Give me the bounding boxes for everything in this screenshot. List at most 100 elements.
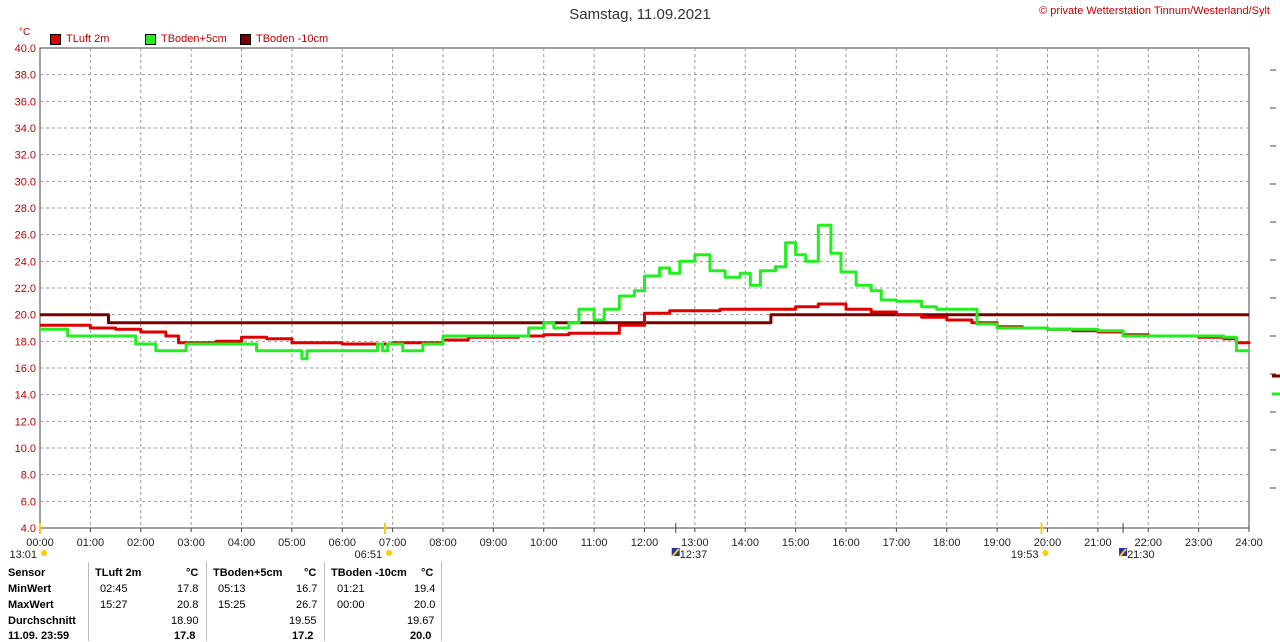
x-tick-label: 11:00: [581, 537, 608, 549]
x-tick-label: 07:00: [379, 537, 407, 549]
series-line-1: [40, 223, 1249, 361]
y-tick-label: 30.0: [15, 176, 36, 188]
x-tick-label: 14:00: [731, 537, 759, 549]
moon-icon-glyph: [671, 548, 680, 557]
x-tick-label: 08:00: [429, 537, 457, 549]
event-time-label: 13:01: [9, 549, 37, 560]
stats-cell: 00:00: [337, 599, 365, 611]
y-tick-label: 34.0: [15, 123, 36, 135]
legend-label-tluft: TLuft 2m: [66, 33, 110, 45]
x-tick-label: 05:00: [278, 537, 306, 549]
stats-cell: 15:27: [100, 599, 128, 611]
x-tick-label: 15:00: [782, 537, 810, 549]
stats-row-label: MaxWert: [8, 599, 54, 611]
stats-cell: 17.8: [177, 583, 199, 595]
legend-label-tboden5: TBoden+5cm: [161, 33, 227, 45]
moon-icon-glyph: [1119, 548, 1127, 557]
sun-icon: [41, 550, 47, 556]
x-tick-label: 00:00: [26, 537, 54, 549]
temperature-chart: 4.0 6.0 8.0 10.0 12.0 14.0 16.0 18.0 20.0 22.0 24.…: [9, 43, 1280, 560]
y-tick-label: 28.0: [15, 203, 36, 215]
x-tick-label: 02:00: [127, 537, 155, 549]
stats-header-tluft: TLuft 2m: [95, 567, 142, 579]
y-axis-unit: °C: [19, 27, 31, 38]
x-tick-label: 19:00: [983, 537, 1011, 549]
stats-header-unit: °C: [304, 567, 317, 579]
stats-cell: 18.90: [171, 615, 199, 627]
y-tick-label: 22.0: [15, 283, 36, 295]
y-tick-label: 38.0: [15, 70, 36, 82]
x-tick-label: 06:00: [328, 537, 356, 549]
y-tick-label: 14.0: [15, 390, 36, 402]
event-time-label: 06:51: [355, 549, 383, 560]
stats-row-label: MinWert: [8, 583, 52, 595]
y-tick-label: 16.0: [15, 363, 36, 375]
event-time-label: 21:30: [1127, 549, 1155, 560]
x-tick-label: 21:00: [1084, 537, 1112, 549]
y-tick-label: 4.0: [21, 523, 36, 535]
y-tick-label: 6.0: [21, 496, 36, 508]
stats-cell: 20.0: [410, 630, 432, 642]
stats-header-tboden5: TBoden+5cm: [213, 567, 283, 579]
event-time-label: 12:37: [680, 549, 708, 560]
stats-cell: 17.8: [174, 630, 196, 642]
page-title: Samstag, 11.09.2021: [569, 6, 711, 23]
stats-header-unit: °C: [186, 567, 199, 579]
y-tick-label: 32.0: [15, 150, 36, 162]
legend-item-tboden5: TBoden+5cm: [145, 33, 227, 45]
x-tick-label: 16:00: [832, 537, 860, 549]
stats-divider: [206, 562, 207, 641]
x-tick-label: 24:00: [1235, 537, 1263, 549]
event-time-label: 19:53: [1011, 549, 1039, 560]
x-tick-label: 13:00: [681, 537, 709, 549]
y-tick-label: 40.0: [15, 43, 36, 55]
x-tick-label: 23:00: [1185, 537, 1213, 549]
y-tick-label: 18.0: [15, 336, 36, 348]
sun-icon: [386, 550, 393, 556]
x-tick-label: 09:00: [480, 537, 508, 549]
x-tick-label: 18:00: [933, 537, 961, 549]
stats-cell: 20.8: [177, 599, 199, 611]
y-tick-label: 24.0: [15, 256, 36, 268]
stats-cell: 19.55: [289, 615, 317, 627]
stats-divider: [88, 562, 89, 641]
y-tick-label: 20.0: [15, 310, 36, 322]
stats-cell: 20.0: [414, 599, 436, 611]
y-tick-label: 8.0: [21, 470, 36, 482]
legend-swatch-tboden10: [240, 33, 251, 45]
x-tick-label: 03:00: [177, 537, 205, 549]
stats-cell: 26.7: [296, 599, 318, 611]
x-tick-label: 04:00: [228, 537, 256, 549]
stats-cell: 17.2: [292, 630, 314, 642]
stats-header-tboden10: TBoden -10cm: [331, 567, 407, 579]
stats-divider: [324, 562, 325, 641]
x-tick-label: 10:00: [530, 537, 558, 549]
y-tick-label: 10.0: [15, 443, 36, 455]
legend-label-tboden10: TBoden -10cm: [256, 33, 329, 45]
stats-header-unit: °C: [421, 567, 434, 579]
legend-item-tluft: TLuft 2m: [50, 33, 109, 45]
stats-cell: 19.4: [414, 583, 436, 595]
x-tick-label: 12:00: [631, 537, 659, 549]
legend-swatch-tboden5: [145, 33, 156, 45]
y-tick-label: 12.0: [15, 416, 36, 428]
stats-cell: 05:13: [218, 583, 246, 595]
stats-cell: 15:25: [218, 599, 246, 611]
x-tick-label: 01:00: [77, 537, 105, 549]
stats-row-label: Durchschnitt: [8, 615, 76, 627]
series-line-2: [40, 313, 1249, 325]
x-tick-label: 22:00: [1134, 537, 1162, 549]
stats-row-label: 11.09. 23:59: [8, 630, 70, 642]
stats-cell: 19.67: [407, 615, 435, 627]
x-tick-label: 17:00: [883, 537, 911, 549]
legend-item-tboden10: TBoden -10cm: [240, 33, 328, 45]
x-tick-label: 20:00: [1034, 537, 1062, 549]
y-tick-label: 36.0: [15, 96, 36, 108]
legend-swatch-tluft: [50, 33, 61, 45]
stats-cell: 01:21: [337, 583, 365, 595]
station-credit: © private Wetterstation Tinnum/Westerlan…: [1039, 5, 1270, 17]
stats-divider: [441, 562, 442, 641]
stats-header-sensor: Sensor: [8, 567, 46, 579]
sun-icon: [1042, 550, 1049, 556]
y-tick-label: 26.0: [15, 230, 36, 242]
